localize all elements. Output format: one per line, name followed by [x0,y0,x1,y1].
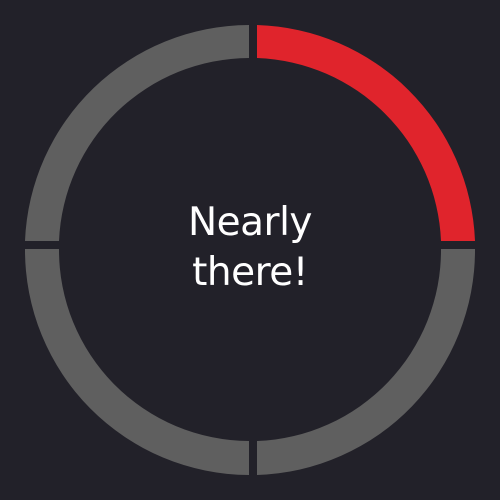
progress-message: Nearly there! [150,198,350,298]
progress-segment-2 [257,249,476,475]
progress-message-line-1: Nearly [187,200,313,245]
progress-segment-1 [257,25,475,241]
progress-segment-4 [25,25,249,241]
progress-segment-3 [24,249,249,475]
progress-message-line-2: there! [192,250,308,295]
